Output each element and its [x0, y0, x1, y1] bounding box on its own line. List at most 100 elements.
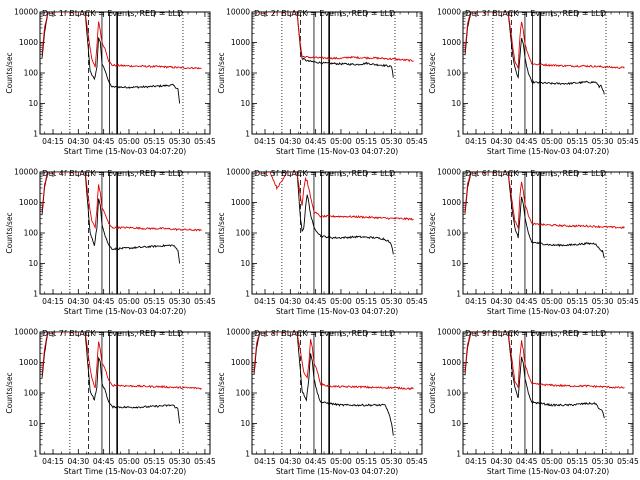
detector-panel: 1 10 100 1000 10000 04:15 04:30 04:45 05:00 05:15…: [428, 168, 639, 317]
x-tick-label: 05:15: [143, 137, 165, 146]
x-axis-label: Start Time (15-Nov-03 04:07:20): [487, 147, 609, 156]
panel-title: Det 4f BLACK = Events, RED = LLD: [42, 169, 183, 178]
x-axis-label: Start Time (15-Nov-03 04:07:20): [276, 307, 398, 316]
x-tick-label: 04:30: [280, 457, 302, 466]
y-tick-label: 1: [456, 130, 461, 139]
x-tick-label: 04:30: [68, 297, 90, 306]
y-tick-label: 10000: [226, 168, 250, 177]
x-axis-label: Start Time (15-Nov-03 04:07:20): [64, 467, 186, 476]
y-axis-label: Counts/sec: [217, 52, 226, 93]
plot-frame: [251, 171, 423, 295]
x-tick-label: 05:15: [143, 297, 165, 306]
plot-frame: [462, 331, 634, 455]
x-tick-label: 04:15: [254, 137, 276, 146]
x-tick-label: 04:15: [42, 297, 64, 306]
panel-title: Det 5f BLACK = Events, RED = LLD: [254, 169, 395, 178]
x-tick-label: 05:45: [194, 297, 216, 306]
y-tick-label: 10000: [14, 328, 38, 337]
x-tick-label: 05:30: [592, 297, 614, 306]
events-series-line: [41, 12, 181, 104]
x-tick-label: 05:00: [330, 297, 352, 306]
x-tick-label: 05:00: [541, 457, 563, 466]
y-tick-label: 10000: [437, 168, 461, 177]
lld-series-line: [464, 12, 625, 70]
y-tick-label: 10: [240, 419, 250, 428]
x-tick-label: 05:15: [355, 457, 377, 466]
y-axis-label: Counts/sec: [428, 52, 437, 93]
x-tick-label: 04:45: [93, 457, 115, 466]
y-tick-label: 1: [33, 290, 38, 299]
x-axis-label: Start Time (15-Nov-03 04:07:20): [64, 307, 186, 316]
x-tick-label: 05:15: [566, 297, 588, 306]
panel-title: Det 1f BLACK = Events, RED = LLD: [42, 9, 183, 18]
y-tick-label: 10: [451, 419, 461, 428]
x-tick-label: 04:15: [42, 457, 64, 466]
plot-frame: [39, 11, 211, 135]
x-tick-label: 05:15: [143, 457, 165, 466]
x-tick-label: 05:00: [541, 297, 563, 306]
x-tick-label: 04:30: [280, 297, 302, 306]
y-tick-label: 1000: [442, 358, 461, 367]
y-tick-label: 1000: [442, 198, 461, 207]
lld-series-line: [41, 332, 202, 390]
x-tick-label: 04:30: [491, 137, 513, 146]
x-axis-label: Start Time (15-Nov-03 04:07:20): [276, 147, 398, 156]
detector-panel: 1 10 100 1000 10000 04:15 04:30 04:45 05:00 05:15…: [5, 328, 216, 477]
x-tick-label: 04:15: [465, 457, 487, 466]
y-axis-label: Counts/sec: [5, 372, 14, 413]
y-tick-label: 10000: [14, 168, 38, 177]
y-tick-label: 1: [33, 130, 38, 139]
y-tick-label: 100: [24, 69, 39, 78]
panel-title: Det 7f BLACK = Events, RED = LLD: [42, 329, 183, 338]
x-tick-label: 05:45: [194, 457, 216, 466]
lld-series-line: [253, 12, 414, 63]
y-tick-label: 1000: [231, 38, 250, 47]
detector-panel: 1 10 100 1000 10000 04:15 04:30 04:45 05:00 05:15…: [5, 8, 216, 157]
y-tick-label: 1: [245, 450, 250, 459]
y-tick-label: 1000: [19, 38, 38, 47]
plot-frame: [39, 171, 211, 295]
x-tick-label: 04:45: [305, 297, 327, 306]
x-tick-label: 05:30: [381, 297, 403, 306]
x-tick-label: 04:45: [305, 457, 327, 466]
x-tick-label: 05:30: [381, 457, 403, 466]
panel-title: Det 9f BLACK = Events, RED = LLD: [465, 329, 606, 338]
x-tick-label: 05:45: [406, 137, 428, 146]
plot-frame: [462, 11, 634, 135]
y-tick-label: 1: [245, 130, 250, 139]
y-tick-label: 10000: [226, 328, 250, 337]
x-tick-label: 04:15: [465, 137, 487, 146]
x-tick-label: 04:30: [68, 457, 90, 466]
x-tick-label: 05:15: [355, 297, 377, 306]
y-tick-label: 100: [447, 229, 462, 238]
x-tick-label: 04:30: [491, 297, 513, 306]
x-tick-label: 04:30: [68, 137, 90, 146]
y-tick-label: 1000: [19, 198, 38, 207]
lld-series-line: [41, 172, 202, 232]
plot-frame: [39, 331, 211, 455]
x-tick-label: 04:15: [254, 297, 276, 306]
events-series-line: [253, 172, 394, 255]
events-series-line: [41, 332, 181, 424]
x-tick-label: 05:45: [194, 137, 216, 146]
y-axis-label: Counts/sec: [428, 212, 437, 253]
y-tick-label: 10: [451, 99, 461, 108]
x-tick-label: 05:30: [169, 297, 191, 306]
events-series-line: [464, 12, 605, 95]
lld-series-line: [464, 332, 625, 389]
x-tick-label: 04:45: [93, 297, 115, 306]
y-tick-label: 100: [447, 389, 462, 398]
plot-frame: [462, 171, 634, 295]
x-tick-label: 05:00: [118, 297, 140, 306]
x-tick-label: 04:30: [491, 457, 513, 466]
y-tick-label: 10: [240, 99, 250, 108]
x-tick-label: 05:30: [592, 457, 614, 466]
y-tick-label: 1: [245, 290, 250, 299]
x-tick-label: 04:15: [42, 137, 64, 146]
y-tick-label: 1000: [231, 358, 250, 367]
x-tick-label: 04:45: [516, 297, 538, 306]
x-tick-label: 05:15: [355, 137, 377, 146]
y-tick-label: 100: [24, 389, 39, 398]
y-tick-label: 10: [28, 99, 38, 108]
